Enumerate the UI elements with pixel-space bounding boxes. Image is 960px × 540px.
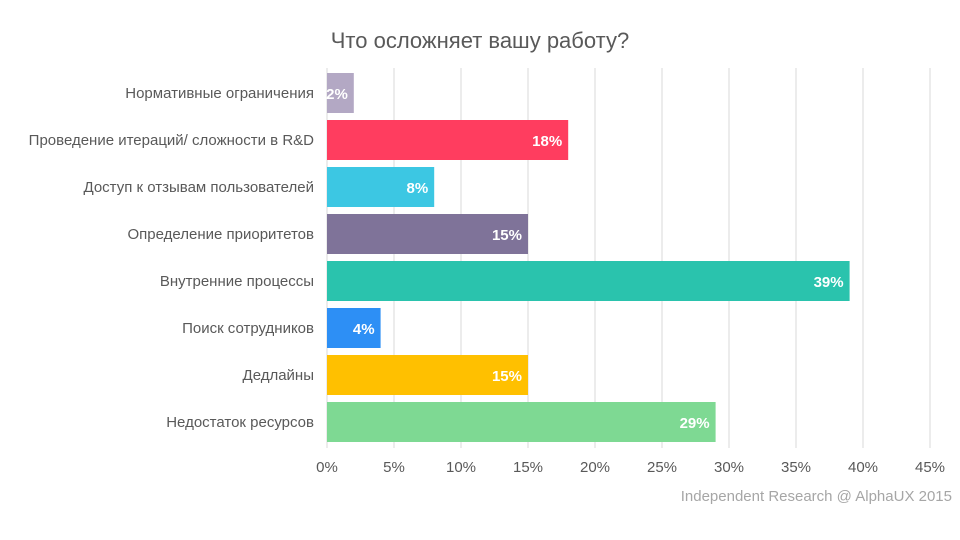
x-tick-label: 15% <box>513 459 543 476</box>
chart-title: Что осложняет вашу работу? <box>330 28 630 53</box>
data-label: 15% <box>492 227 522 244</box>
x-tick-label: 35% <box>781 459 811 476</box>
bar <box>327 355 528 395</box>
data-label: 4% <box>353 321 375 338</box>
category-label: Внутренние процессы <box>160 273 314 290</box>
x-tick-label: 20% <box>580 459 610 476</box>
category-label: Проведение итераций/ сложности в R&D <box>29 132 314 149</box>
bar <box>327 214 528 254</box>
data-label: 18% <box>532 133 562 150</box>
bar <box>327 167 435 207</box>
bar <box>327 73 354 113</box>
bar <box>327 402 716 442</box>
bar <box>327 261 850 301</box>
x-tick-label: 40% <box>848 459 878 476</box>
data-label: 39% <box>814 274 844 291</box>
x-tick-label: 10% <box>446 459 476 476</box>
x-tick-label: 5% <box>383 459 405 476</box>
category-label: Дедлайны <box>243 367 314 384</box>
data-label: 15% <box>492 368 522 385</box>
x-tick-label: 25% <box>647 459 677 476</box>
category-label: Поиск сотрудников <box>182 320 314 337</box>
category-label: Нормативные ограничения <box>125 85 314 102</box>
bar <box>327 308 381 348</box>
x-tick-label: 0% <box>316 459 338 476</box>
bar <box>327 120 569 160</box>
category-label: Доступ к отзывам пользователей <box>84 179 314 196</box>
data-label: 2% <box>326 86 348 103</box>
footer-credit: Independent Research @ AlphaUX 2015 <box>680 488 952 505</box>
data-label: 29% <box>680 415 710 432</box>
x-tick-label: 30% <box>714 459 744 476</box>
data-label: 8% <box>407 180 429 197</box>
x-tick-label: 45% <box>915 459 945 476</box>
category-label: Определение приоритетов <box>128 226 315 243</box>
category-label: Недостаток ресурсов <box>166 414 314 431</box>
